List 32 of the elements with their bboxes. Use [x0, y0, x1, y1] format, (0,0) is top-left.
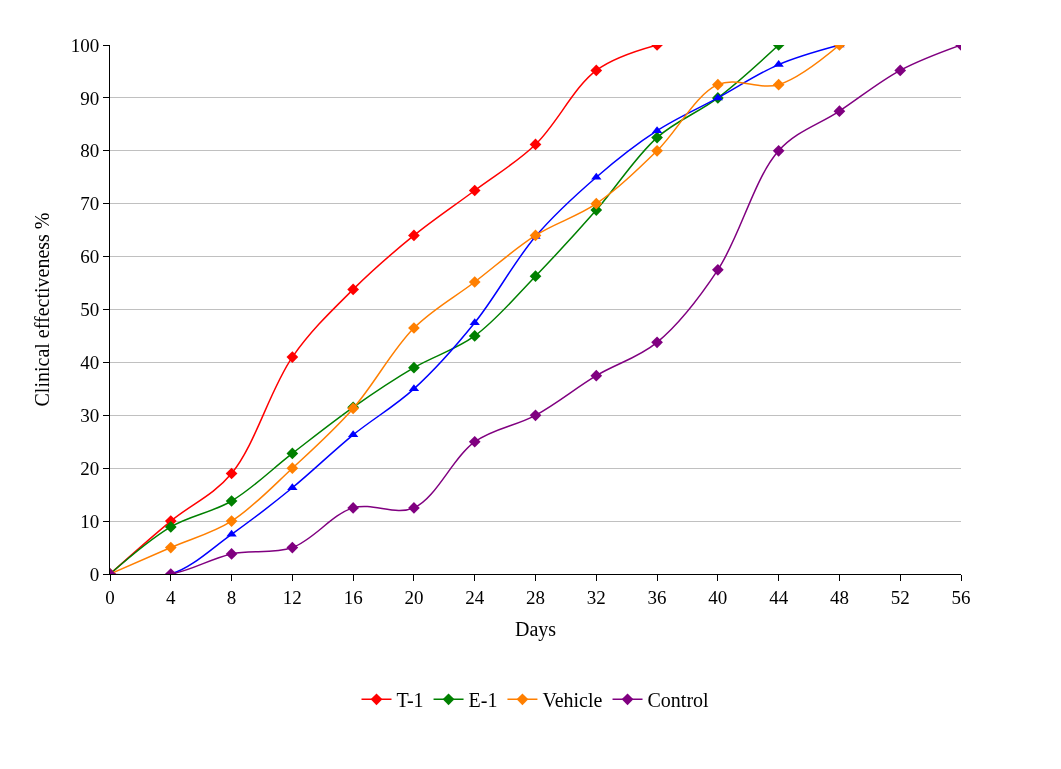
- y-tick-label: 20: [80, 457, 100, 479]
- x-tick-label: 40: [708, 586, 728, 608]
- x-tick-label: 56: [951, 586, 971, 608]
- x-tick-label: 28: [526, 586, 545, 608]
- legend-label: Vehicle: [542, 689, 603, 712]
- y-tick-label: 50: [80, 299, 100, 321]
- y-tick-label: 70: [80, 193, 100, 215]
- y-tick-label: 0: [89, 563, 100, 585]
- x-tick-label: 52: [890, 586, 910, 608]
- legend-label: E-1: [468, 689, 498, 712]
- legend-label: Control: [647, 689, 710, 712]
- x-tick-label: 32: [586, 586, 606, 608]
- legend-label: T-1: [396, 689, 424, 712]
- x-tick-label: 44: [769, 586, 789, 608]
- x-tick-label: 48: [829, 586, 849, 608]
- x-tick-label: 4: [166, 586, 177, 608]
- x-tick-label: 20: [404, 586, 424, 608]
- x-tick-label: 12: [282, 586, 302, 608]
- y-tick-label: 90: [80, 87, 100, 109]
- x-tick-label: 16: [343, 586, 363, 608]
- x-tick-label: 8: [226, 586, 237, 608]
- y-tick-label: 60: [80, 246, 100, 268]
- y-tick-label: 80: [80, 140, 100, 162]
- x-axis-title: Days: [514, 618, 557, 642]
- x-tick-label: 36: [647, 586, 667, 608]
- y-tick-label: 10: [80, 510, 100, 532]
- y-axis-title: Clinical effectiveness %: [31, 212, 54, 407]
- x-tick-label: 24: [465, 586, 485, 608]
- y-tick-label: 100: [70, 34, 100, 56]
- x-tick-label: 0: [105, 586, 115, 608]
- y-tick-label: 30: [80, 404, 100, 426]
- y-tick-label: 40: [80, 352, 100, 374]
